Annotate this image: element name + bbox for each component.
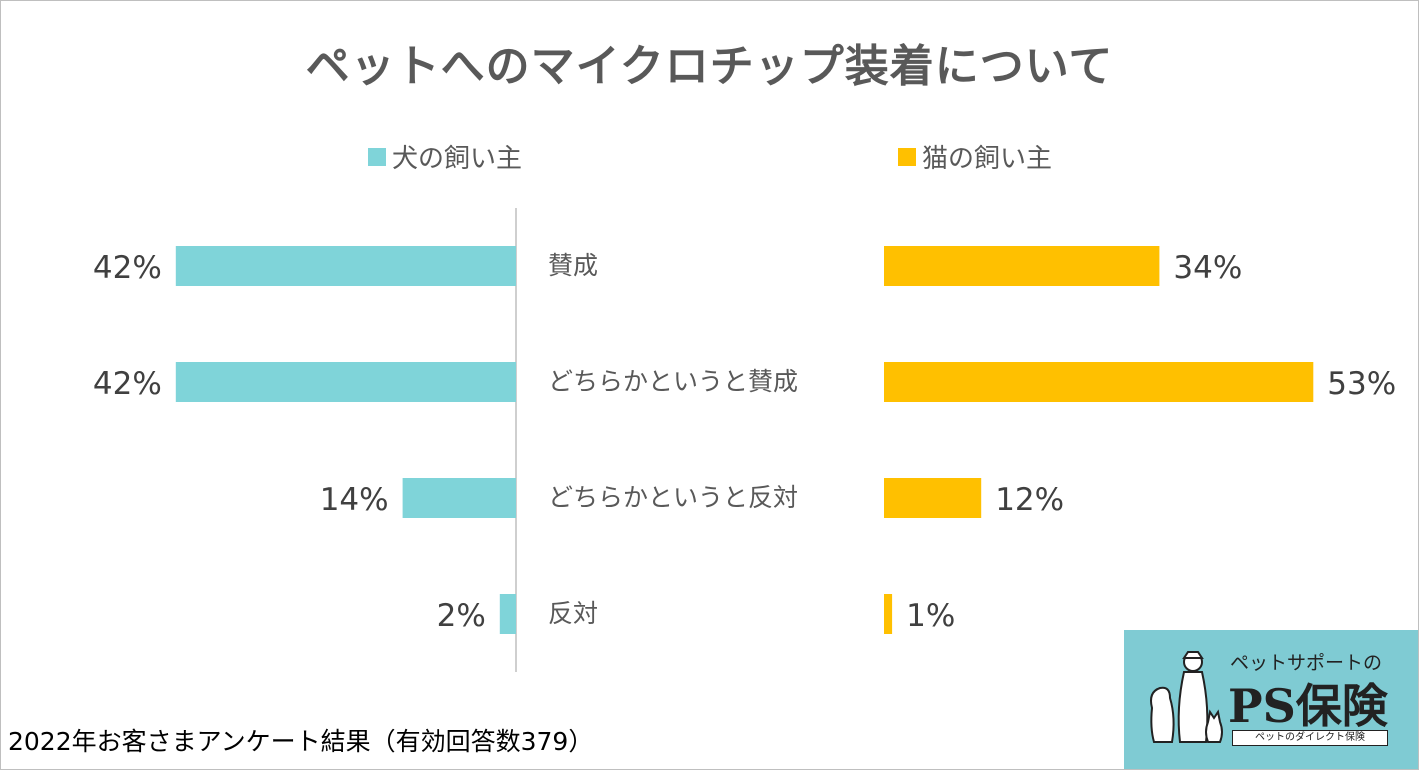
bar: [175, 246, 517, 286]
legend-dog-label: 犬の飼い主: [392, 144, 523, 174]
legend-dog-swatch: [368, 147, 386, 166]
category-label: 反対: [548, 599, 599, 628]
bar: [402, 478, 516, 518]
data-label: 2%: [437, 598, 486, 634]
bar: [175, 362, 517, 402]
bar: [884, 362, 1314, 402]
footnote: 2022年お客さまアンケート結果（有効回答数379）: [8, 727, 594, 756]
data-label: 1%: [906, 598, 955, 634]
bar: [884, 478, 982, 518]
chart-title: ペットへのマイクロチップ装着について: [305, 41, 1114, 92]
data-label: 53%: [1327, 366, 1396, 402]
cat-bars: 34% 53% 12% 1%: [884, 246, 1396, 634]
data-label: 42%: [93, 250, 162, 286]
bar: [499, 594, 516, 634]
category-label: どちらかというと賛成: [548, 367, 799, 396]
category-label: どちらかというと反対: [548, 483, 799, 512]
pets-illustration-icon: [1150, 651, 1223, 743]
logo-subtitle: ペットサポートの: [1230, 652, 1383, 674]
bar: [884, 594, 893, 634]
legend-cat: 猫の飼い主: [898, 138, 1052, 175]
data-label: 12%: [995, 482, 1064, 518]
legend-cat-swatch: [898, 147, 916, 166]
bar: [884, 246, 1160, 286]
legend-cat-label: 猫の飼い主: [922, 144, 1053, 174]
data-label: 14%: [320, 482, 389, 518]
category-label: 賛成: [548, 251, 599, 280]
legend-dog: 犬の飼い主: [368, 138, 522, 175]
data-label: 34%: [1173, 250, 1242, 286]
logo-tagline: ペットのダイレクト保険: [1232, 730, 1388, 746]
logo-name: PS保険: [1228, 679, 1388, 733]
dog-bars: 42% 42% 14% 2%: [93, 246, 517, 634]
data-label: 42%: [93, 366, 162, 402]
